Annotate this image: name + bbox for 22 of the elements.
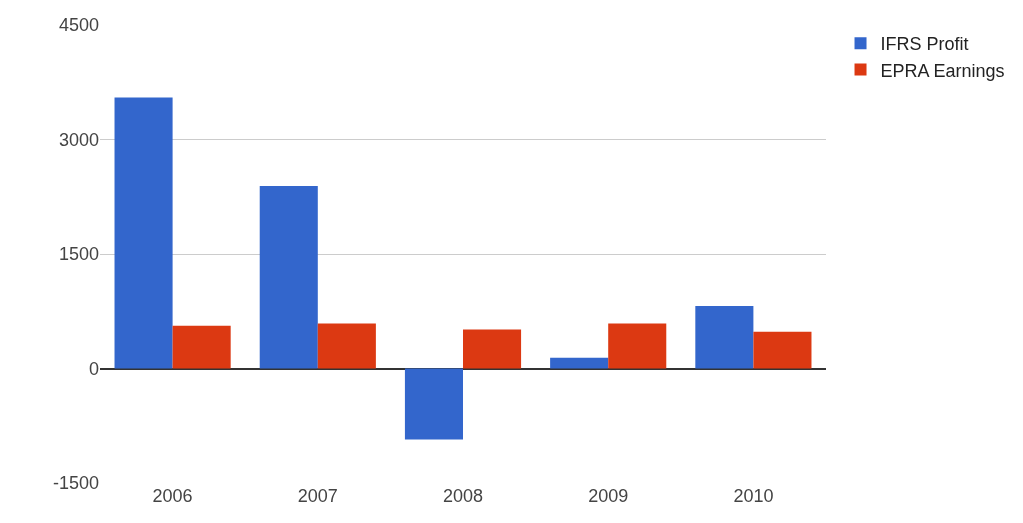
- bar: [608, 323, 667, 369]
- x-tick-label: 2008: [442, 486, 484, 506]
- y-tick-label: 1500: [58, 244, 99, 265]
- legend-label: EPRA Earnings: [880, 60, 1005, 81]
- legend-label: IFRS Profit: [880, 34, 969, 55]
- bar: [463, 329, 522, 369]
- bar: [753, 331, 812, 369]
- bar: [695, 305, 754, 369]
- y-tick-label: 0: [88, 358, 99, 379]
- bar: [404, 368, 463, 440]
- y-tick-label: 3000: [58, 129, 99, 150]
- x-tick-label: 2010: [733, 486, 774, 506]
- bar: [114, 97, 173, 369]
- x-tick-label: 2007: [297, 486, 338, 506]
- bar: [550, 357, 609, 369]
- bar: [259, 186, 318, 369]
- y-tick-label: -1500: [52, 473, 99, 494]
- bar: [172, 325, 231, 369]
- bar: [317, 323, 376, 369]
- y-tick-label: 4500: [58, 15, 99, 36]
- x-tick-label: 2009: [588, 486, 629, 506]
- x-tick-label: 2006: [152, 486, 193, 506]
